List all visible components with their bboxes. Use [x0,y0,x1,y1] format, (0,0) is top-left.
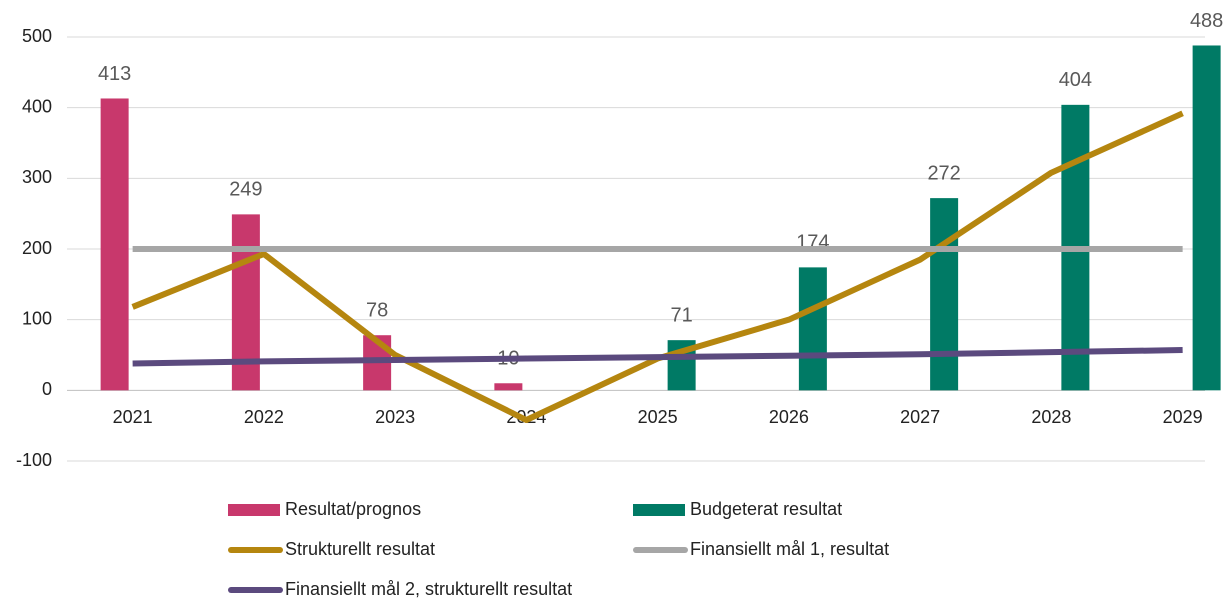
y-tick-label: 300 [22,167,52,187]
x-tick-label: 2026 [769,407,809,427]
legend-label: Budgeterat resultat [690,499,842,519]
data-label: 488 [1190,10,1223,32]
bar [930,198,959,391]
data-label: 413 [98,63,131,85]
legend-label: Strukturellt resultat [285,539,435,559]
x-tick-label: 2027 [900,407,940,427]
y-tick-label: -100 [16,450,52,470]
x-tick-label: 2029 [1163,407,1203,427]
bar [494,383,523,391]
legend-swatch [228,504,280,516]
x-tick-label: 2028 [1031,407,1071,427]
data-label: 272 [927,162,960,184]
bar [100,98,129,391]
x-tick-label: 2023 [375,407,415,427]
y-tick-label: 200 [22,238,52,258]
data-label: 78 [366,299,388,321]
x-tick-label: 2025 [638,407,678,427]
legend-swatch [633,504,685,516]
legend-label: Finansiellt mål 2, strukturellt resultat [285,579,572,599]
y-tick-label: 500 [22,26,52,46]
x-tick-label: 2021 [113,407,153,427]
line [132,347,1183,367]
data-label: 404 [1059,69,1092,91]
y-tick-label: 100 [22,308,52,328]
y-tick-label: 400 [22,96,52,116]
x-tick-label: 2022 [244,407,284,427]
bar [798,267,827,391]
data-label: 71 [671,304,693,326]
y-tick-label: 0 [42,379,52,399]
data-label: 249 [229,179,262,201]
bar [1192,45,1221,391]
line [131,110,1184,424]
legend-label: Resultat/prognos [285,499,421,519]
legend-label: Finansiellt mål 1, resultat [690,539,889,559]
